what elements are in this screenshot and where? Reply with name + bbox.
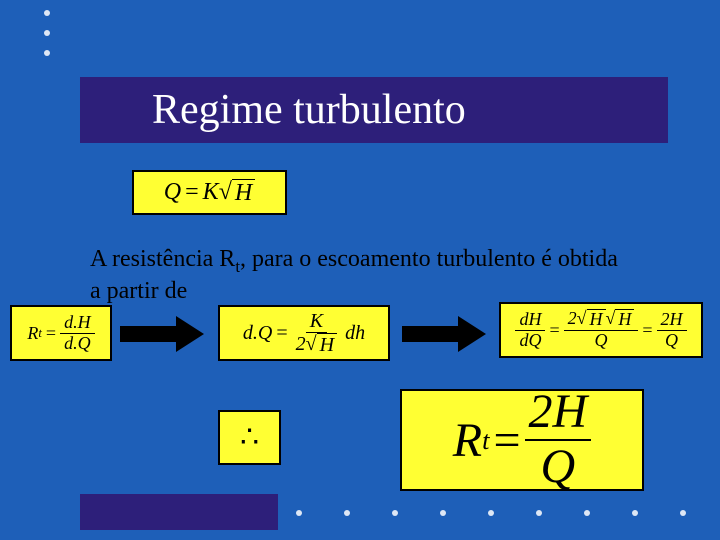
sqrt-group: √ H xyxy=(219,179,256,207)
formula-dh-dq-chain: dH dQ = 2√H√H Q = 2H Q xyxy=(499,302,703,358)
sqrt-icon: √ xyxy=(219,179,232,206)
f3-den: 2√H xyxy=(292,333,341,356)
f1-h: H xyxy=(232,179,255,207)
bullet-dot xyxy=(632,510,638,516)
f3-num: K xyxy=(306,310,327,333)
f4-mid-coef: 2 xyxy=(568,308,577,328)
f4-rhs-num: 2H xyxy=(657,310,687,331)
title-bar: Regime turbulento xyxy=(80,77,668,143)
bullet-dot xyxy=(584,510,590,516)
fraction: d.H d.Q xyxy=(60,313,95,354)
sqrt-icon: √ xyxy=(577,309,587,329)
f2-sub: t xyxy=(38,326,42,341)
f2-den: d.Q xyxy=(60,334,95,354)
equals-sign: = xyxy=(493,413,520,468)
sqrt-group: √H xyxy=(306,333,337,356)
fraction: K 2√H xyxy=(292,310,341,356)
bullet-dot xyxy=(488,510,494,516)
fraction: 2H Q xyxy=(657,310,687,351)
f3-den-h: H xyxy=(317,333,337,356)
f2-lhs: R xyxy=(27,323,38,344)
formula-q-equals-k-sqrt-h: Q = K √ H xyxy=(132,170,287,215)
bullet-dot xyxy=(44,10,50,16)
f2-num: d.H xyxy=(60,313,95,334)
implies-arrow-icon xyxy=(116,312,208,356)
bullet-dot xyxy=(44,30,50,36)
fraction: 2√H√H Q xyxy=(564,309,639,351)
body-paragraph: A resistência Rt, para o escoamento turb… xyxy=(90,245,670,306)
body-line1a: A resistência R xyxy=(90,246,235,272)
sqrt-icon: √ xyxy=(306,333,317,355)
f4-lhs-den: dQ xyxy=(515,331,545,351)
equals-sign: = xyxy=(642,320,652,341)
f4-mid-h1: H xyxy=(587,309,606,330)
bullet-dot xyxy=(392,510,398,516)
f6-num: 2H xyxy=(525,386,592,441)
bullet-dot xyxy=(44,50,50,56)
f6-den: Q xyxy=(537,441,580,494)
f1-k: K xyxy=(203,179,219,206)
equals-sign: = xyxy=(276,322,287,345)
bullet-dot xyxy=(440,510,446,516)
sqrt-group: √H xyxy=(606,309,635,330)
f4-mid-num: 2√H√H xyxy=(564,309,639,331)
f4-lhs-num: dH xyxy=(515,310,545,331)
bottom-bullets xyxy=(296,510,686,516)
implies-arrow-icon xyxy=(398,312,490,356)
bottom-accent-bar xyxy=(80,494,278,530)
f4-mid-h2: H xyxy=(615,309,634,330)
f6-sub: t xyxy=(482,425,489,456)
therefore-icon: ∴ xyxy=(240,420,259,455)
f3-lhs: d.Q xyxy=(243,322,272,345)
body-line1b: , para o escoamento turbulento é obtida xyxy=(240,246,618,272)
bullet-dot xyxy=(344,510,350,516)
fraction: dH dQ xyxy=(515,310,545,351)
bullet-dot xyxy=(536,510,542,516)
sqrt-group: √H xyxy=(577,309,606,330)
f4-rhs-den: Q xyxy=(661,331,682,351)
f1-lhs: Q xyxy=(164,179,181,206)
f3-dh: dh xyxy=(345,322,365,345)
f4-mid-den: Q xyxy=(591,331,612,351)
f3-den-coef: 2 xyxy=(296,333,306,355)
sqrt-icon: √ xyxy=(606,309,616,329)
formula-result-rt: Rt = 2H Q xyxy=(400,389,644,491)
slide-title: Regime turbulento xyxy=(152,86,466,134)
f6-lhs: R xyxy=(453,413,482,468)
equals-sign: = xyxy=(46,323,56,344)
formula-therefore: ∴ xyxy=(218,410,281,465)
body-line2: a partir de xyxy=(90,278,187,304)
formula-rt-definition: Rt = d.H d.Q xyxy=(10,305,112,361)
formula-dq: d.Q = K 2√H dh xyxy=(218,305,390,361)
equals-sign: = xyxy=(185,179,199,206)
fraction: 2H Q xyxy=(525,386,592,494)
bullet-dot xyxy=(680,510,686,516)
equals-sign: = xyxy=(549,320,559,341)
bullet-dot xyxy=(296,510,302,516)
top-left-bullets xyxy=(44,10,50,70)
